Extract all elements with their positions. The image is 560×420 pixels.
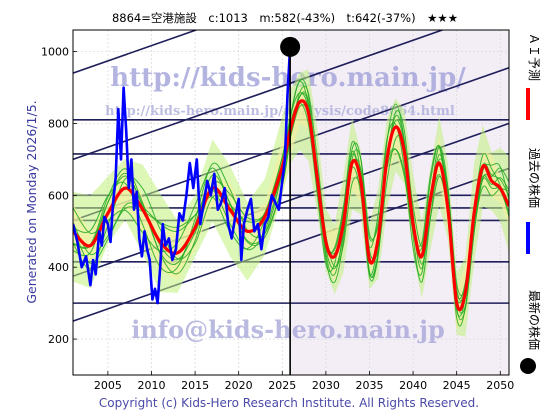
legend-past-label: 過去の株価: [527, 148, 542, 208]
watermark-text: http://kids-hero.main.jp/analysis/code88…: [105, 104, 455, 119]
series-lines: [73, 46, 509, 312]
x-tick-label: 2040: [399, 379, 427, 392]
trend-line: [73, 30, 199, 74]
y-tick-label: 400: [48, 261, 69, 274]
x-tick-label: 2025: [268, 379, 296, 392]
watermark-text: info@kids-hero.main.jp: [131, 315, 445, 344]
x-tick-label: 2045: [443, 379, 471, 392]
x-tick-label: 2005: [94, 379, 122, 392]
latest-marker-layer: [280, 36, 301, 375]
generated-text: Generated on Monday 2026/1/5.: [24, 100, 39, 303]
y-tick-label: 600: [48, 189, 69, 202]
x-tick-label: 2020: [225, 379, 253, 392]
x-tick-label: 2010: [137, 379, 165, 392]
legend-latest-label: 最新の株価: [527, 290, 542, 350]
x-tick-label: 2050: [486, 379, 514, 392]
past-price-series-line: [73, 46, 292, 305]
x-tick-label: 2035: [355, 379, 383, 392]
latest-price-marker: [280, 36, 301, 57]
copyright: Copyright (c) Kids-Hero Research Institu…: [99, 396, 479, 410]
y-axis: 200 400 600 800 1000: [41, 46, 77, 346]
trend-line: [73, 30, 445, 161]
plot-frame: [72, 29, 510, 376]
x-tick-label: 2015: [181, 379, 209, 392]
x-axis: 2005 2010 2015 2020 2025 2030 2035 2040 2045 2050: [94, 371, 514, 392]
x-tick-label: 2030: [312, 379, 340, 392]
y-tick-label: 800: [48, 117, 69, 130]
legend: ＡＩ予測 過去の株価 最新の株価: [520, 33, 542, 374]
chart-title: 8864=空港施設 c:1013 m:582(-43%) t:642(-37%)…: [112, 11, 458, 25]
legend-latest-swatch: [520, 358, 536, 374]
legend-forecast-label: ＡＩ予測: [527, 33, 541, 81]
forecast-series-line: [73, 99, 509, 312]
y-tick-label: 200: [48, 333, 69, 346]
y-tick-label: 1000: [41, 46, 69, 59]
ensemble-band-inner: [73, 85, 509, 329]
